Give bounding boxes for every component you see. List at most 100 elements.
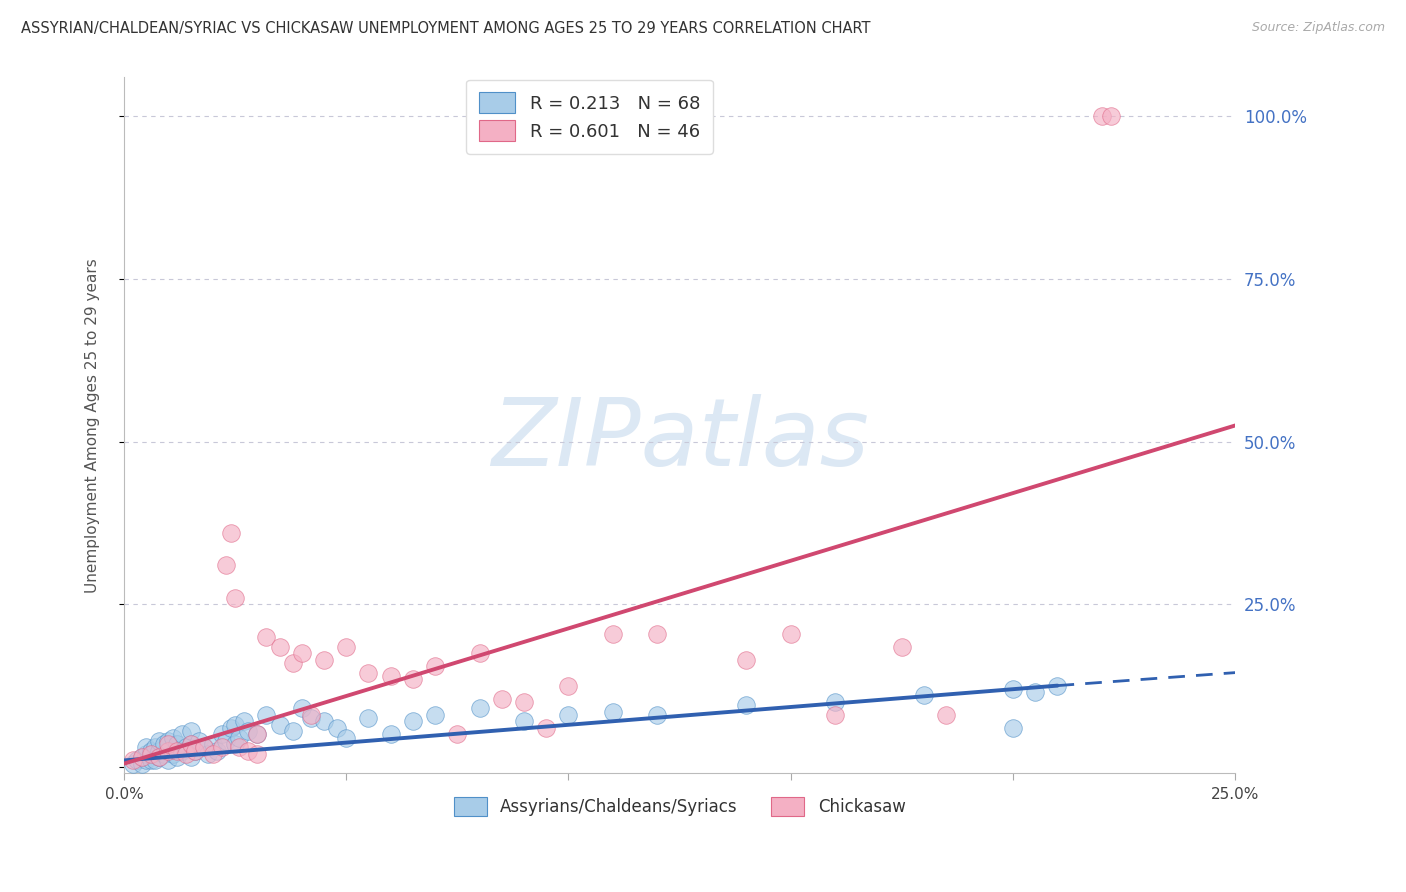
Point <box>357 665 380 680</box>
Point <box>201 747 224 761</box>
Point <box>180 737 202 751</box>
Point <box>1099 110 1122 124</box>
Text: ASSYRIAN/CHALDEAN/SYRIAC VS CHICKASAW UNEMPLOYMENT AMONG AGES 25 TO 29 YEARS COR: ASSYRIAN/CHALDEAN/SYRIAC VS CHICKASAW UN… <box>21 21 870 36</box>
Point <box>131 756 153 771</box>
Point <box>1024 685 1046 699</box>
Point <box>380 727 402 741</box>
Point <box>153 747 176 761</box>
Point <box>1091 110 1114 124</box>
Point <box>513 714 536 729</box>
Point <box>174 747 197 761</box>
Point <box>228 740 250 755</box>
Point <box>139 753 162 767</box>
Point <box>207 744 229 758</box>
Point <box>824 695 846 709</box>
Point <box>224 717 246 731</box>
Point <box>269 640 291 654</box>
Point <box>326 721 349 735</box>
Point <box>188 734 211 748</box>
Point <box>127 753 149 767</box>
Point <box>131 750 153 764</box>
Point <box>299 707 322 722</box>
Point <box>935 707 957 722</box>
Point <box>139 747 162 761</box>
Point <box>193 740 215 755</box>
Point <box>180 724 202 739</box>
Point <box>153 737 176 751</box>
Point <box>211 740 233 755</box>
Point <box>121 756 143 771</box>
Point <box>402 714 425 729</box>
Point <box>121 753 143 767</box>
Y-axis label: Unemployment Among Ages 25 to 29 years: Unemployment Among Ages 25 to 29 years <box>86 258 100 593</box>
Point <box>131 750 153 764</box>
Legend: Assyrians/Chaldeans/Syriacs, Chickasaw: Assyrians/Chaldeans/Syriacs, Chickasaw <box>446 789 914 824</box>
Point <box>148 744 170 758</box>
Point <box>148 750 170 764</box>
Point <box>139 744 162 758</box>
Point <box>402 672 425 686</box>
Point <box>157 744 180 758</box>
Point <box>162 747 184 761</box>
Point <box>602 705 624 719</box>
Point <box>513 695 536 709</box>
Point <box>1046 679 1069 693</box>
Point <box>1002 681 1025 696</box>
Point <box>219 721 242 735</box>
Point <box>423 659 446 673</box>
Point <box>291 701 314 715</box>
Point <box>166 750 188 764</box>
Point <box>281 656 304 670</box>
Point <box>215 734 238 748</box>
Point <box>166 744 188 758</box>
Point <box>536 721 558 735</box>
Point <box>157 744 180 758</box>
Point <box>557 707 579 722</box>
Point <box>215 558 238 573</box>
Point <box>157 734 180 748</box>
Point <box>1002 721 1025 735</box>
Point <box>148 734 170 748</box>
Point <box>224 737 246 751</box>
Point <box>233 714 256 729</box>
Point <box>135 753 157 767</box>
Point <box>228 731 250 745</box>
Point <box>912 689 935 703</box>
Point <box>246 727 269 741</box>
Point <box>166 737 188 751</box>
Point <box>201 737 224 751</box>
Point <box>824 707 846 722</box>
Point <box>224 591 246 605</box>
Point <box>735 652 758 666</box>
Point <box>468 701 491 715</box>
Point <box>491 691 513 706</box>
Point <box>162 731 184 745</box>
Point <box>602 626 624 640</box>
Point <box>184 744 207 758</box>
Point <box>269 717 291 731</box>
Point <box>135 740 157 755</box>
Point <box>170 744 193 758</box>
Point <box>335 731 357 745</box>
Point <box>890 640 912 654</box>
Point <box>246 727 269 741</box>
Point <box>735 698 758 713</box>
Point <box>238 724 260 739</box>
Point <box>193 740 215 755</box>
Point <box>380 669 402 683</box>
Point <box>219 525 242 540</box>
Point <box>135 747 157 761</box>
Point <box>254 707 277 722</box>
Point <box>148 750 170 764</box>
Point <box>557 679 579 693</box>
Point <box>335 640 357 654</box>
Point <box>157 753 180 767</box>
Point <box>246 747 269 761</box>
Point <box>180 737 202 751</box>
Point <box>211 727 233 741</box>
Point <box>170 727 193 741</box>
Point <box>143 753 166 767</box>
Point <box>312 652 335 666</box>
Point <box>446 727 468 741</box>
Point <box>423 707 446 722</box>
